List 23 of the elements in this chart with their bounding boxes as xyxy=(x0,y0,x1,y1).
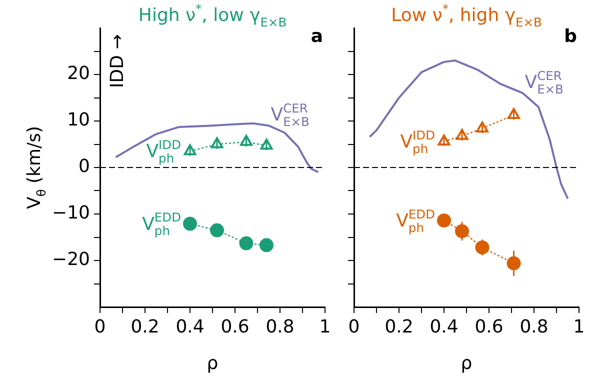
x-tick-label: 0.6 xyxy=(474,316,504,338)
y-tick-label: 10 xyxy=(67,110,90,131)
x-tick-label: 0.8 xyxy=(520,316,548,338)
x-tick-label: 1 xyxy=(319,316,331,338)
annotation: b xyxy=(564,26,578,47)
x-tick-label: 0.6 xyxy=(220,316,250,338)
y-tick-label: −20 xyxy=(52,249,90,270)
x-tick-label: 0 xyxy=(94,316,106,338)
x-axis-title: ρ xyxy=(206,353,218,374)
x-tick-label: 0.4 xyxy=(176,316,204,338)
y-tick-label: −10 xyxy=(52,202,90,224)
x-tick-label: 0.2 xyxy=(130,316,160,338)
x-axis-title: ρ xyxy=(460,353,472,374)
x-tick-label: 0.4 xyxy=(430,316,458,338)
x-tick-label: 1 xyxy=(573,316,585,338)
x-tick-label: 0.2 xyxy=(384,316,414,338)
annotation: a xyxy=(310,26,323,47)
annotation: IDD → xyxy=(107,34,128,88)
x-tick-label: 0 xyxy=(348,316,360,338)
y-axis-title: Vθ (km/s) xyxy=(24,126,48,209)
y-tick-label: 0 xyxy=(78,156,90,178)
y-tick-label: 20 xyxy=(67,63,90,84)
x-tick-label: 0.8 xyxy=(266,316,294,338)
